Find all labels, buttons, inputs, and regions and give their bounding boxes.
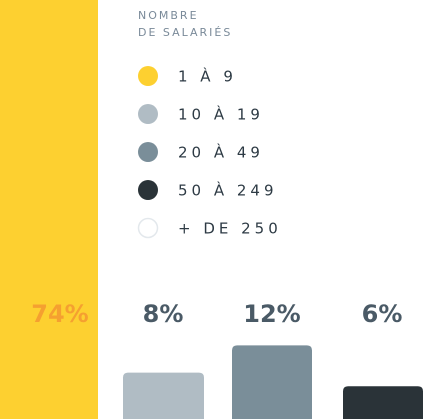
legend-label: 10 À 19	[178, 105, 264, 124]
legend-swatch	[138, 142, 158, 162]
chart-title: DE SALARIÉS	[138, 26, 232, 39]
legend-swatch	[138, 66, 158, 86]
legend-label: 1 À 9	[178, 67, 237, 86]
legend-swatch	[138, 104, 158, 124]
legend-swatch	[138, 180, 158, 200]
bar	[0, 0, 98, 419]
value-label: 6%	[362, 300, 403, 328]
bar	[232, 345, 312, 419]
legend-label: 20 À 49	[178, 143, 264, 162]
legend-label: + DE 250	[178, 220, 282, 238]
chart-title: NOMBRE	[138, 9, 199, 22]
value-label: 12%	[243, 300, 300, 328]
bar	[343, 386, 423, 419]
value-label: 8%	[143, 300, 184, 328]
value-label: 74%	[31, 300, 88, 328]
bar	[123, 372, 204, 419]
legend-swatch	[137, 217, 159, 239]
legend-label: 50 À 249	[178, 181, 278, 200]
